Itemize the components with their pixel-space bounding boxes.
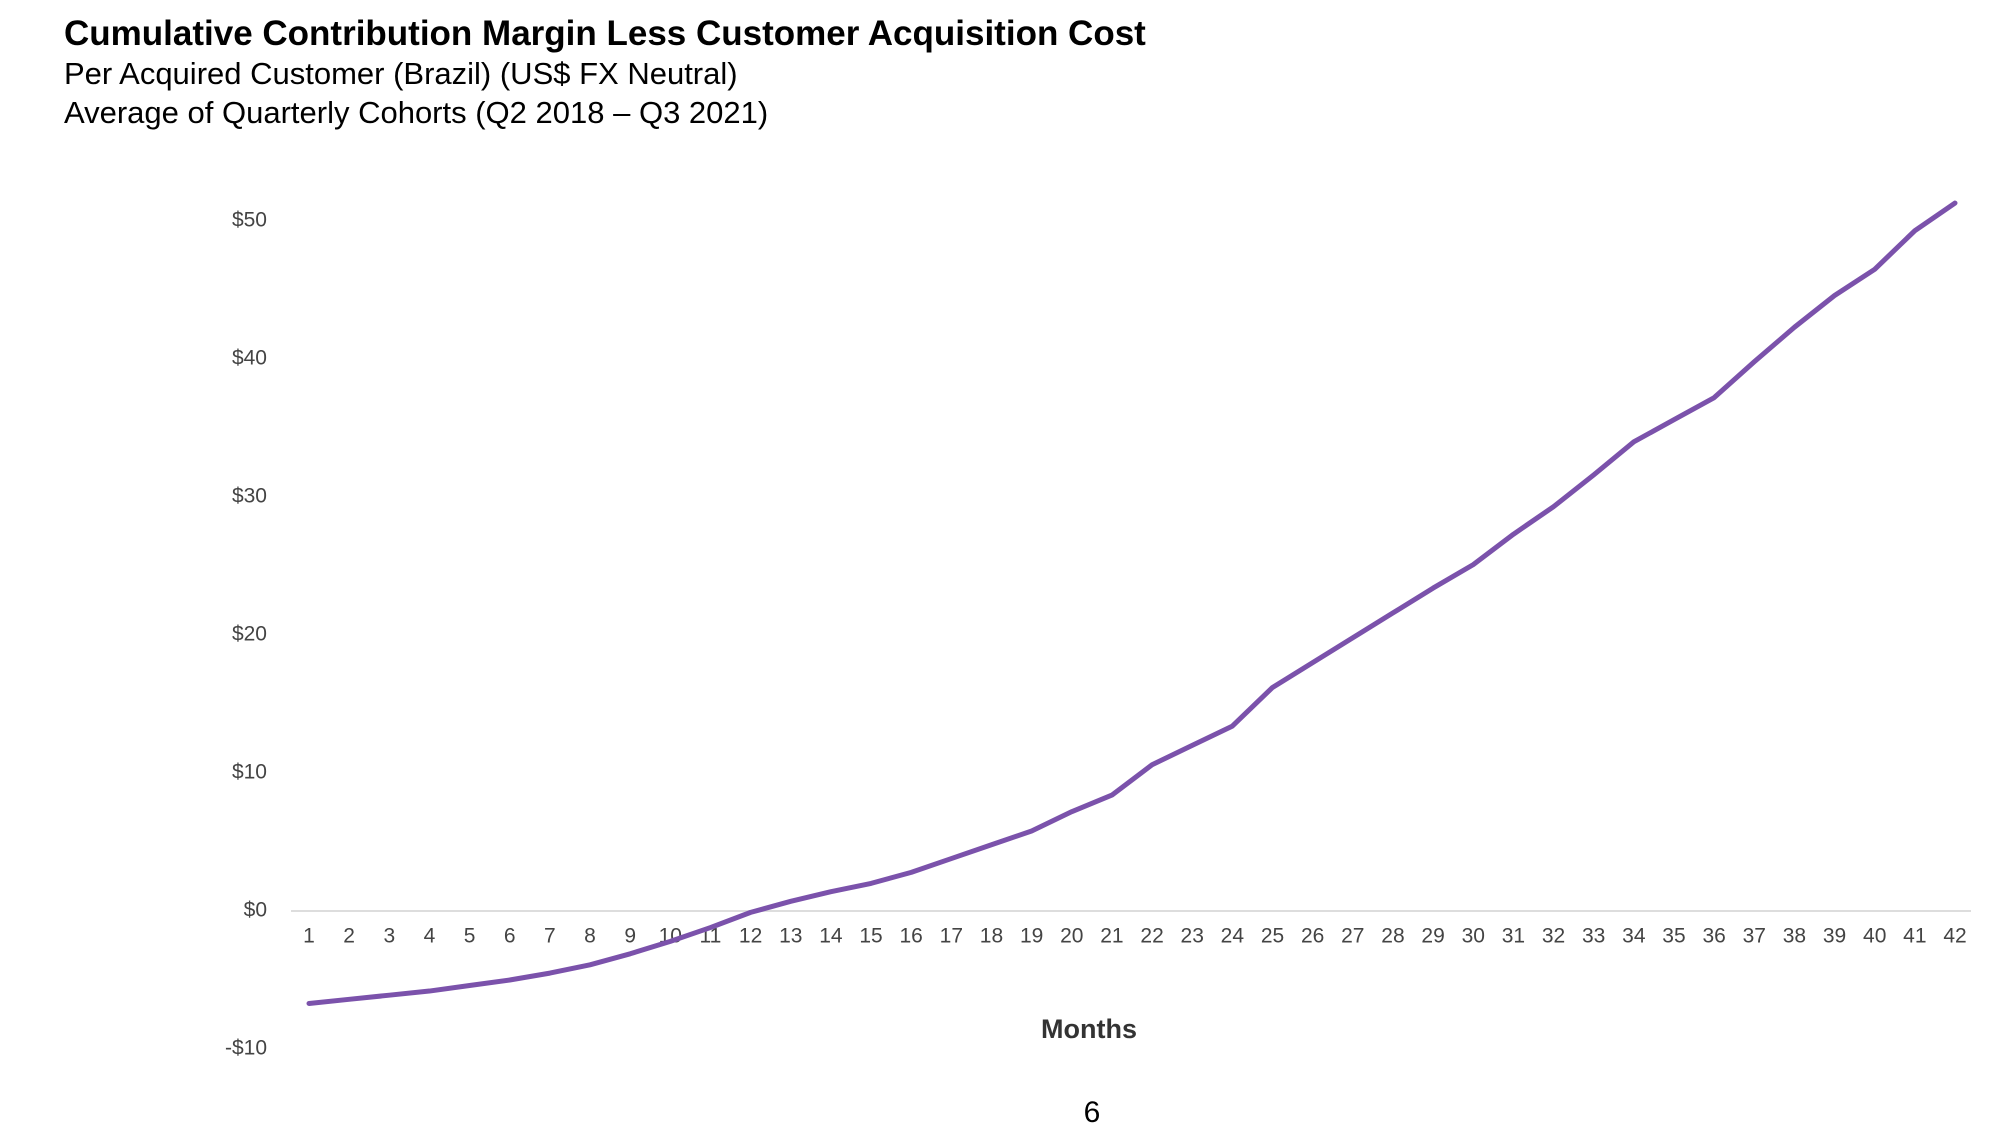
chart-subtitle: Per Acquired Customer (Brazil) (US$ FX N… (64, 56, 738, 91)
x-tick-label: 8 (584, 925, 596, 948)
x-tick-label: 24 (1221, 925, 1245, 948)
chart-title: Cumulative Contribution Margin Less Cust… (64, 14, 1146, 53)
x-tick-label: 25 (1261, 925, 1284, 948)
y-tick-label: $30 (232, 485, 267, 508)
x-tick-label: 14 (819, 925, 843, 948)
x-tick-label: 29 (1421, 925, 1444, 948)
y-tick-label: -$10 (225, 1037, 267, 1060)
x-tick-label: 32 (1542, 925, 1565, 948)
chart-subtitle: Average of Quarterly Cohorts (Q2 2018 – … (64, 95, 768, 130)
x-tick-label: 33 (1582, 925, 1605, 948)
x-tick-label: 22 (1140, 925, 1163, 948)
x-tick-label: 27 (1341, 925, 1364, 948)
y-tick-label: $50 (232, 209, 267, 232)
x-tick-label: 13 (779, 925, 802, 948)
x-tick-label: 30 (1462, 925, 1485, 948)
x-tick-label: 17 (940, 925, 963, 948)
x-tick-label: 7 (544, 925, 556, 948)
x-tick-label: 12 (739, 925, 762, 948)
x-tick-label: 39 (1823, 925, 1846, 948)
x-tick-label: 5 (464, 925, 476, 948)
y-tick-label: $40 (232, 347, 267, 370)
x-tick-label: 15 (859, 925, 882, 948)
x-tick-label: 3 (383, 925, 395, 948)
x-tick-label: 16 (900, 925, 923, 948)
x-tick-label: 31 (1502, 925, 1525, 948)
x-tick-label: 4 (424, 925, 436, 948)
x-tick-label: 1 (303, 925, 315, 948)
x-tick-label: 41 (1903, 925, 1926, 948)
line-series (306, 200, 1958, 1006)
x-tick-label: 35 (1662, 925, 1685, 948)
x-tick-label: 21 (1100, 925, 1123, 948)
x-tick-label: 18 (980, 925, 1003, 948)
x-tick-label: 2 (343, 925, 355, 948)
x-tick-label: 40 (1863, 925, 1886, 948)
x-tick-label: 36 (1702, 925, 1725, 948)
x-tick-label: 28 (1381, 925, 1404, 948)
x-tick-label: 38 (1783, 925, 1806, 948)
x-tick-label: 20 (1060, 925, 1083, 948)
x-tick-label: 37 (1743, 925, 1766, 948)
y-tick-label: $0 (244, 899, 267, 922)
x-tick-label: 9 (624, 925, 636, 948)
x-tick-label: 19 (1020, 925, 1043, 948)
x-tick-label: 42 (1943, 925, 1966, 948)
x-axis-title: Months (1041, 1014, 1137, 1044)
x-tick-label: 23 (1181, 925, 1204, 948)
y-tick-label: $20 (232, 623, 267, 646)
x-tick-label: 6 (504, 925, 516, 948)
x-tick-label: 34 (1622, 925, 1646, 948)
x-tick-label: 26 (1301, 925, 1324, 948)
page-number: 6 (1084, 1096, 1101, 1129)
y-tick-label: $10 (232, 761, 267, 784)
